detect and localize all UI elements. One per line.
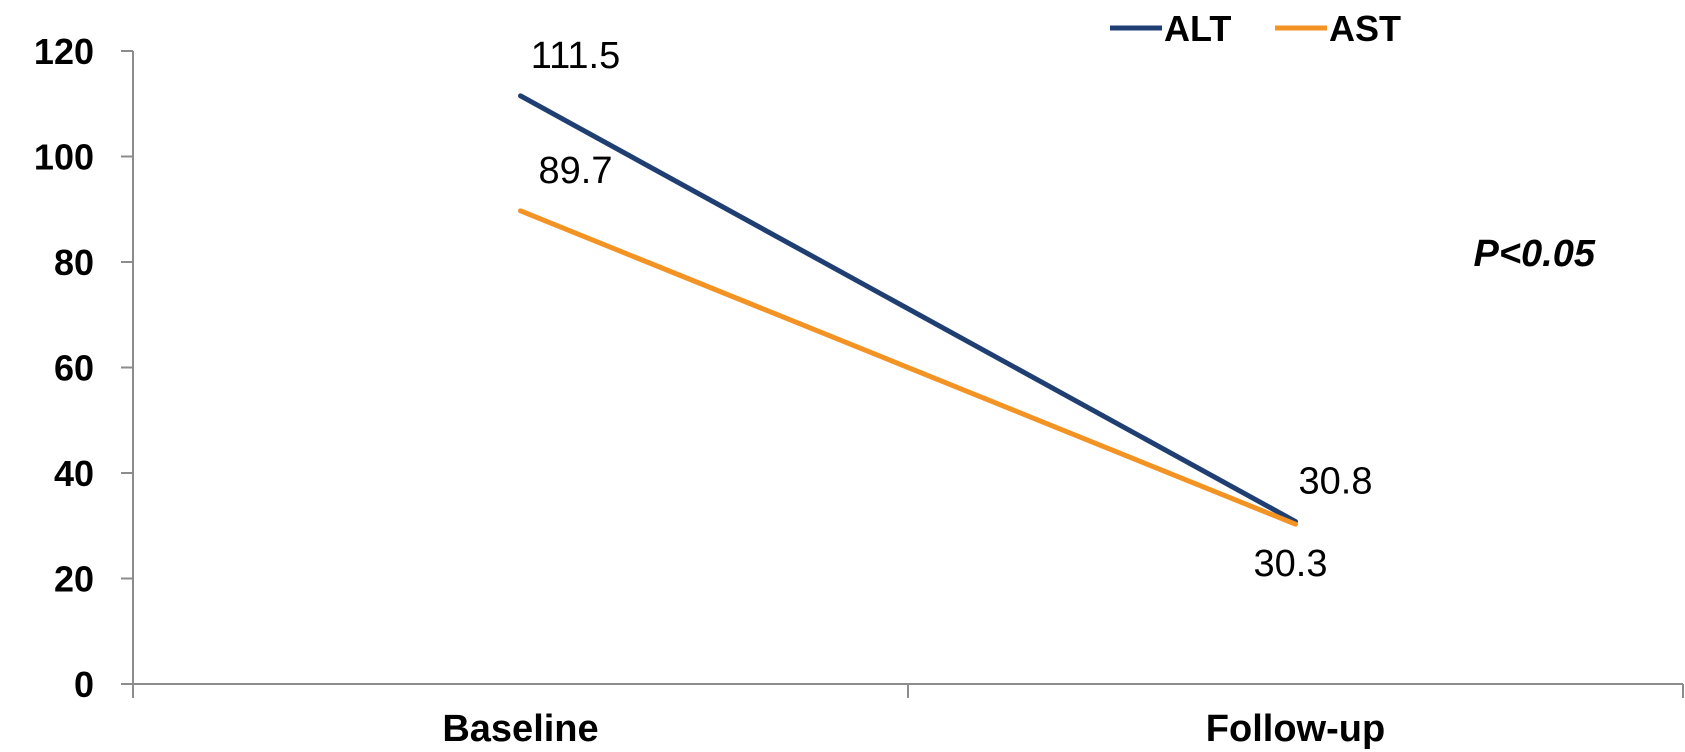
y-tick-label: 0 bbox=[74, 664, 94, 705]
series-line-ast bbox=[518, 208, 1298, 527]
data-label-alt: 111.5 bbox=[531, 35, 620, 77]
y-tick-label: 60 bbox=[54, 348, 94, 389]
series-line-alt bbox=[518, 93, 1298, 525]
legend: ALT AST bbox=[1110, 8, 1401, 49]
data-label-ast: 30.3 bbox=[1254, 543, 1328, 585]
series-layer bbox=[518, 93, 1298, 527]
x-category-label: Follow-up bbox=[1206, 708, 1385, 750]
data-label-ast: 89.7 bbox=[539, 150, 613, 192]
legend-label-alt: ALT bbox=[1164, 8, 1231, 49]
axes: 0 20 40 60 80 100 120 Baseline Follow-up bbox=[34, 31, 1684, 750]
y-tick-label: 120 bbox=[34, 31, 94, 72]
y-tick-label: 100 bbox=[34, 137, 94, 178]
x-category-label: Baseline bbox=[442, 708, 598, 750]
y-tick-label: 40 bbox=[54, 453, 94, 494]
y-tick-label: 80 bbox=[54, 242, 94, 283]
legend-label-ast: AST bbox=[1329, 8, 1401, 49]
y-tick-label: 20 bbox=[54, 559, 94, 600]
data-labels: 111.5 30.8 89.7 30.3 bbox=[531, 35, 1373, 585]
data-label-alt: 30.8 bbox=[1299, 461, 1373, 503]
significance-annotation: P<0.05 bbox=[1474, 233, 1596, 275]
